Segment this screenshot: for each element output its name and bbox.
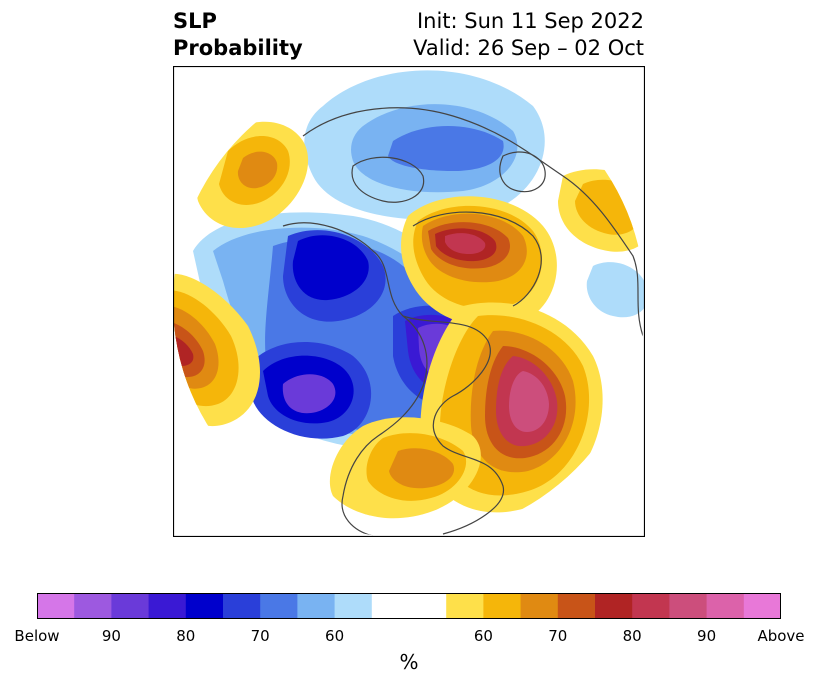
colorbar-swatch-above-4 (595, 593, 633, 619)
map-frame (173, 66, 645, 537)
colorbar-swatch-below-4 (185, 593, 224, 619)
colorbar-swatch-below-0 (37, 593, 75, 619)
colorbar-swatch-above-7 (706, 593, 745, 619)
colorbar-tick-label: 60 (473, 627, 493, 645)
colorbar-tick-label: 80 (176, 627, 196, 645)
probability-fields (173, 70, 645, 519)
colorbar-swatch-above-8 (743, 593, 781, 619)
probability-map (173, 66, 645, 537)
colorbar-tick-label: 70 (548, 627, 568, 645)
colorbar-swatch-below-2 (111, 593, 150, 619)
eurasia-above-region (401, 196, 557, 327)
colorbar-swatch-above-2 (520, 593, 559, 619)
colorbar-swatch-above-6 (669, 593, 708, 619)
colorbar-swatch-below-1 (74, 593, 112, 619)
title-variable: SLP (173, 9, 217, 33)
colorbar-swatch-below-3 (148, 593, 187, 619)
colorbar-tick-label: 60 (325, 627, 345, 645)
atlantic-above-region (329, 302, 603, 519)
map-title: SLP Probability (173, 8, 303, 62)
coastlines (282, 107, 644, 537)
title-product: Probability (173, 36, 303, 60)
colorbar-tick-label: 90 (101, 627, 121, 645)
colorbar-tick-label: Below (14, 627, 60, 645)
colorbar (37, 593, 781, 619)
valid-range: Valid: 26 Sep – 02 Oct (413, 36, 644, 60)
colorbar-swatch-neutral (371, 593, 447, 619)
colorbar-tick-label: 80 (622, 627, 642, 645)
colorbar-swatch-above-5 (632, 593, 670, 619)
colorbar-swatch-below-8 (334, 593, 373, 619)
map-dates: Init: Sun 11 Sep 2022 Valid: 26 Sep – 02… (413, 8, 644, 62)
colorbar-tick-label: 90 (697, 627, 717, 645)
colorbar-swatch-below-5 (223, 593, 261, 619)
colorbar-swatch-below-6 (260, 593, 298, 619)
colorbar-swatch-above-1 (483, 593, 522, 619)
init-date: Init: Sun 11 Sep 2022 (416, 9, 644, 33)
colorbar-border (37, 593, 781, 619)
arctic-below-region (304, 70, 545, 220)
colorbar-swatch-below-7 (297, 593, 336, 619)
colorbar-unit-label: % (399, 650, 419, 674)
colorbar-swatch-above-3 (557, 593, 596, 619)
colorbar-tick-label: Above (757, 627, 805, 645)
colorbar-tick-label: 70 (250, 627, 270, 645)
colorbar-swatch-above-0 (446, 593, 484, 619)
